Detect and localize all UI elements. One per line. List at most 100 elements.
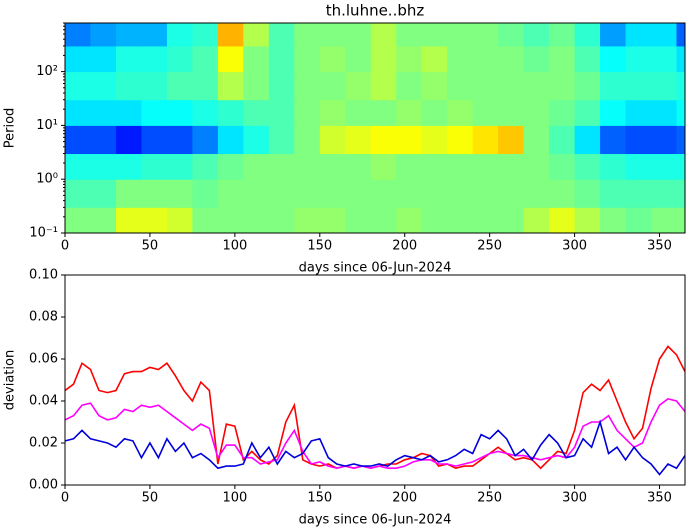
heat-cell bbox=[294, 153, 321, 180]
y-tick-label: 10⁻¹ bbox=[29, 226, 58, 241]
heat-cell bbox=[115, 207, 142, 233]
heat-cell bbox=[396, 179, 423, 208]
heat-cell bbox=[192, 71, 219, 101]
heat-cell bbox=[370, 23, 397, 47]
heat-cell bbox=[625, 153, 652, 180]
heat-cell bbox=[472, 71, 499, 101]
heat-cell bbox=[90, 99, 117, 126]
heat-cell bbox=[268, 207, 295, 233]
line-series bbox=[65, 398, 685, 470]
heat-cell bbox=[447, 153, 474, 180]
heat-cell bbox=[90, 71, 117, 101]
x-axis-label: days since 06-Jun-2024 bbox=[299, 513, 452, 528]
heat-cell bbox=[345, 125, 372, 155]
heat-cell bbox=[549, 179, 576, 208]
heat-cell bbox=[319, 45, 346, 73]
heat-cell bbox=[268, 99, 295, 126]
heat-cell bbox=[141, 207, 168, 233]
heat-cell bbox=[65, 99, 91, 126]
heat-cell bbox=[498, 207, 525, 233]
heat-cell bbox=[396, 71, 423, 101]
heat-cell bbox=[625, 71, 652, 101]
heat-cell bbox=[421, 23, 448, 47]
heat-cell bbox=[166, 45, 193, 73]
heat-cell bbox=[268, 179, 295, 208]
heat-cell bbox=[396, 207, 423, 233]
x-tick-label: 150 bbox=[307, 239, 332, 254]
heat-cell bbox=[243, 45, 270, 73]
heat-cell bbox=[294, 71, 321, 101]
heat-cell bbox=[141, 125, 168, 155]
heat-cell bbox=[370, 125, 397, 155]
heat-cell bbox=[65, 71, 91, 101]
heat-cell bbox=[574, 125, 601, 155]
y-tick-label: 10² bbox=[36, 64, 58, 79]
heat-cell bbox=[243, 23, 270, 47]
heat-cell bbox=[651, 45, 678, 73]
x-tick-label: 200 bbox=[392, 239, 417, 254]
heat-cell bbox=[396, 23, 423, 47]
heat-cell bbox=[192, 179, 219, 208]
heat-cell bbox=[294, 179, 321, 208]
heat-cell bbox=[65, 125, 91, 155]
heat-cell bbox=[498, 153, 525, 180]
heat-cell bbox=[319, 153, 346, 180]
x-tick-label: 200 bbox=[392, 491, 417, 506]
plot-area bbox=[65, 23, 685, 233]
heat-cell bbox=[90, 207, 117, 233]
heat-cell bbox=[319, 179, 346, 208]
x-tick-label: 0 bbox=[61, 491, 69, 506]
x-tick-label: 250 bbox=[477, 239, 502, 254]
heat-cell bbox=[141, 179, 168, 208]
heat-cell bbox=[166, 179, 193, 208]
x-tick-label: 100 bbox=[222, 491, 247, 506]
heat-cell bbox=[243, 179, 270, 208]
heat-cell bbox=[65, 45, 91, 73]
heat-cell bbox=[115, 71, 142, 101]
heat-cell bbox=[498, 179, 525, 208]
heat-cell bbox=[115, 153, 142, 180]
heat-cell bbox=[192, 23, 219, 47]
heat-cell bbox=[370, 99, 397, 126]
heat-cell bbox=[141, 23, 168, 47]
heat-cell bbox=[268, 71, 295, 101]
heat-cell bbox=[396, 45, 423, 73]
heat-cell bbox=[421, 207, 448, 233]
heat-cell bbox=[523, 71, 550, 101]
heat-cell bbox=[549, 23, 576, 47]
heat-cell bbox=[472, 153, 499, 180]
heat-cell bbox=[676, 99, 685, 126]
heat-cell bbox=[549, 207, 576, 233]
heat-cell bbox=[523, 153, 550, 180]
heat-cell bbox=[268, 45, 295, 73]
heat-cell bbox=[574, 153, 601, 180]
heat-cell bbox=[498, 125, 525, 155]
heat-cell bbox=[600, 23, 627, 47]
heat-cell bbox=[192, 125, 219, 155]
heat-cell bbox=[498, 23, 525, 47]
x-tick-label: 250 bbox=[477, 491, 502, 506]
heat-cell bbox=[421, 71, 448, 101]
heat-cell bbox=[523, 23, 550, 47]
heat-cell bbox=[498, 45, 525, 73]
heat-cell bbox=[217, 125, 244, 155]
heat-cell bbox=[498, 71, 525, 101]
x-axis-label: days since 06-Jun-2024 bbox=[299, 261, 452, 276]
y-tick-label: 0.02 bbox=[29, 436, 58, 451]
heat-cell bbox=[472, 23, 499, 47]
heat-cell bbox=[268, 153, 295, 180]
y-tick-label: 0.08 bbox=[29, 310, 58, 325]
heat-cell bbox=[421, 179, 448, 208]
heat-cell bbox=[523, 179, 550, 208]
heat-cell bbox=[574, 207, 601, 233]
heat-cell bbox=[421, 125, 448, 155]
heat-cell bbox=[115, 179, 142, 208]
heat-cell bbox=[651, 153, 678, 180]
heat-cell bbox=[217, 45, 244, 73]
x-tick-label: 50 bbox=[142, 239, 159, 254]
heat-cell bbox=[217, 23, 244, 47]
x-tick-label: 50 bbox=[142, 491, 159, 506]
heat-cell bbox=[294, 125, 321, 155]
x-tick-label: 350 bbox=[647, 491, 672, 506]
